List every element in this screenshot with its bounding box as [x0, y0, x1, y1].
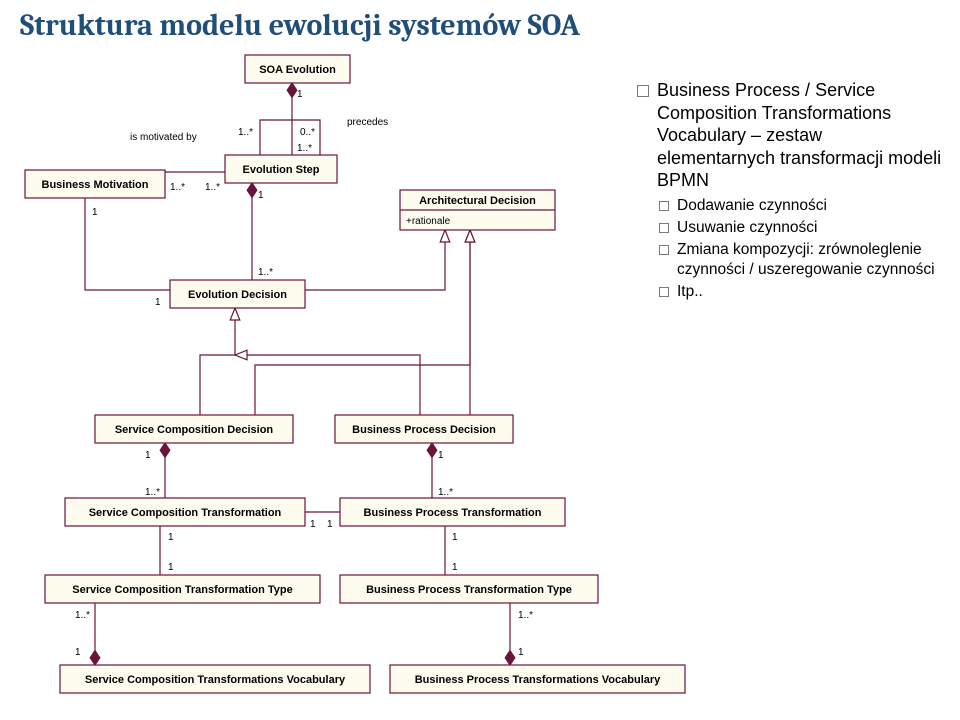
bullet-sub: Itp.. [659, 282, 942, 301]
svg-text:1..*: 1..* [170, 182, 185, 193]
svg-text:Business Motivation: Business Motivation [42, 179, 149, 191]
svg-text:1: 1 [75, 647, 81, 658]
side-bullets: Business Process / Service Composition T… [637, 75, 942, 304]
svg-text:1: 1 [92, 207, 98, 218]
svg-text:1..*: 1..* [297, 143, 312, 154]
svg-text:1..*: 1..* [258, 267, 273, 278]
svg-text:Architectural Decision: Architectural Decision [419, 195, 536, 207]
svg-text:Business Process Transformatio: Business Process Transformation [364, 507, 542, 519]
svg-text:precedes: precedes [347, 117, 388, 128]
svg-text:Service Composition Transforma: Service Composition Transformations Voca… [85, 674, 346, 686]
svg-text:is motivated by: is motivated by [130, 132, 197, 143]
svg-text:Evolution Step: Evolution Step [243, 164, 320, 176]
bullet-sub: Dodawanie czynności [659, 196, 942, 215]
svg-text:0..*: 0..* [300, 127, 315, 138]
svg-text:+rationale: +rationale [406, 216, 451, 227]
svg-text:Business Process Decision: Business Process Decision [352, 424, 496, 436]
svg-text:1: 1 [168, 532, 174, 543]
svg-text:1..*: 1..* [438, 487, 453, 498]
svg-text:1..*: 1..* [145, 487, 160, 498]
svg-text:1: 1 [258, 190, 264, 201]
svg-text:1: 1 [327, 519, 333, 530]
svg-text:1..*: 1..* [238, 127, 253, 138]
svg-text:1: 1 [438, 450, 444, 461]
svg-text:1: 1 [310, 519, 316, 530]
svg-text:Business Process Transformatio: Business Process Transformations Vocabul… [415, 674, 661, 686]
svg-text:Business Process Transformatio: Business Process Transformation Type [366, 584, 572, 596]
bullet-sub: Usuwanie czynności [659, 218, 942, 237]
svg-text:1: 1 [518, 647, 524, 658]
svg-text:1: 1 [168, 562, 174, 573]
svg-text:Evolution Decision: Evolution Decision [188, 289, 287, 301]
svg-text:1: 1 [452, 532, 458, 543]
svg-text:1: 1 [297, 89, 303, 100]
svg-text:1..*: 1..* [75, 610, 90, 621]
svg-text:1: 1 [155, 297, 161, 308]
svg-text:1..*: 1..* [205, 182, 220, 193]
svg-text:Service Composition Decision: Service Composition Decision [115, 424, 274, 436]
bullet-main: Business Process / Service Composition T… [637, 79, 942, 192]
svg-text:Service Composition Transforma: Service Composition Transformation Type [72, 584, 292, 596]
bullet-sub: Zmiana kompozycji: zrównoleglenie czynno… [659, 240, 942, 279]
svg-text:Service Composition Transforma: Service Composition Transformation [89, 507, 282, 519]
svg-text:1..*: 1..* [518, 610, 533, 621]
svg-text:1: 1 [145, 450, 151, 461]
svg-text:SOA Evolution: SOA Evolution [259, 64, 336, 76]
svg-text:1: 1 [452, 562, 458, 573]
